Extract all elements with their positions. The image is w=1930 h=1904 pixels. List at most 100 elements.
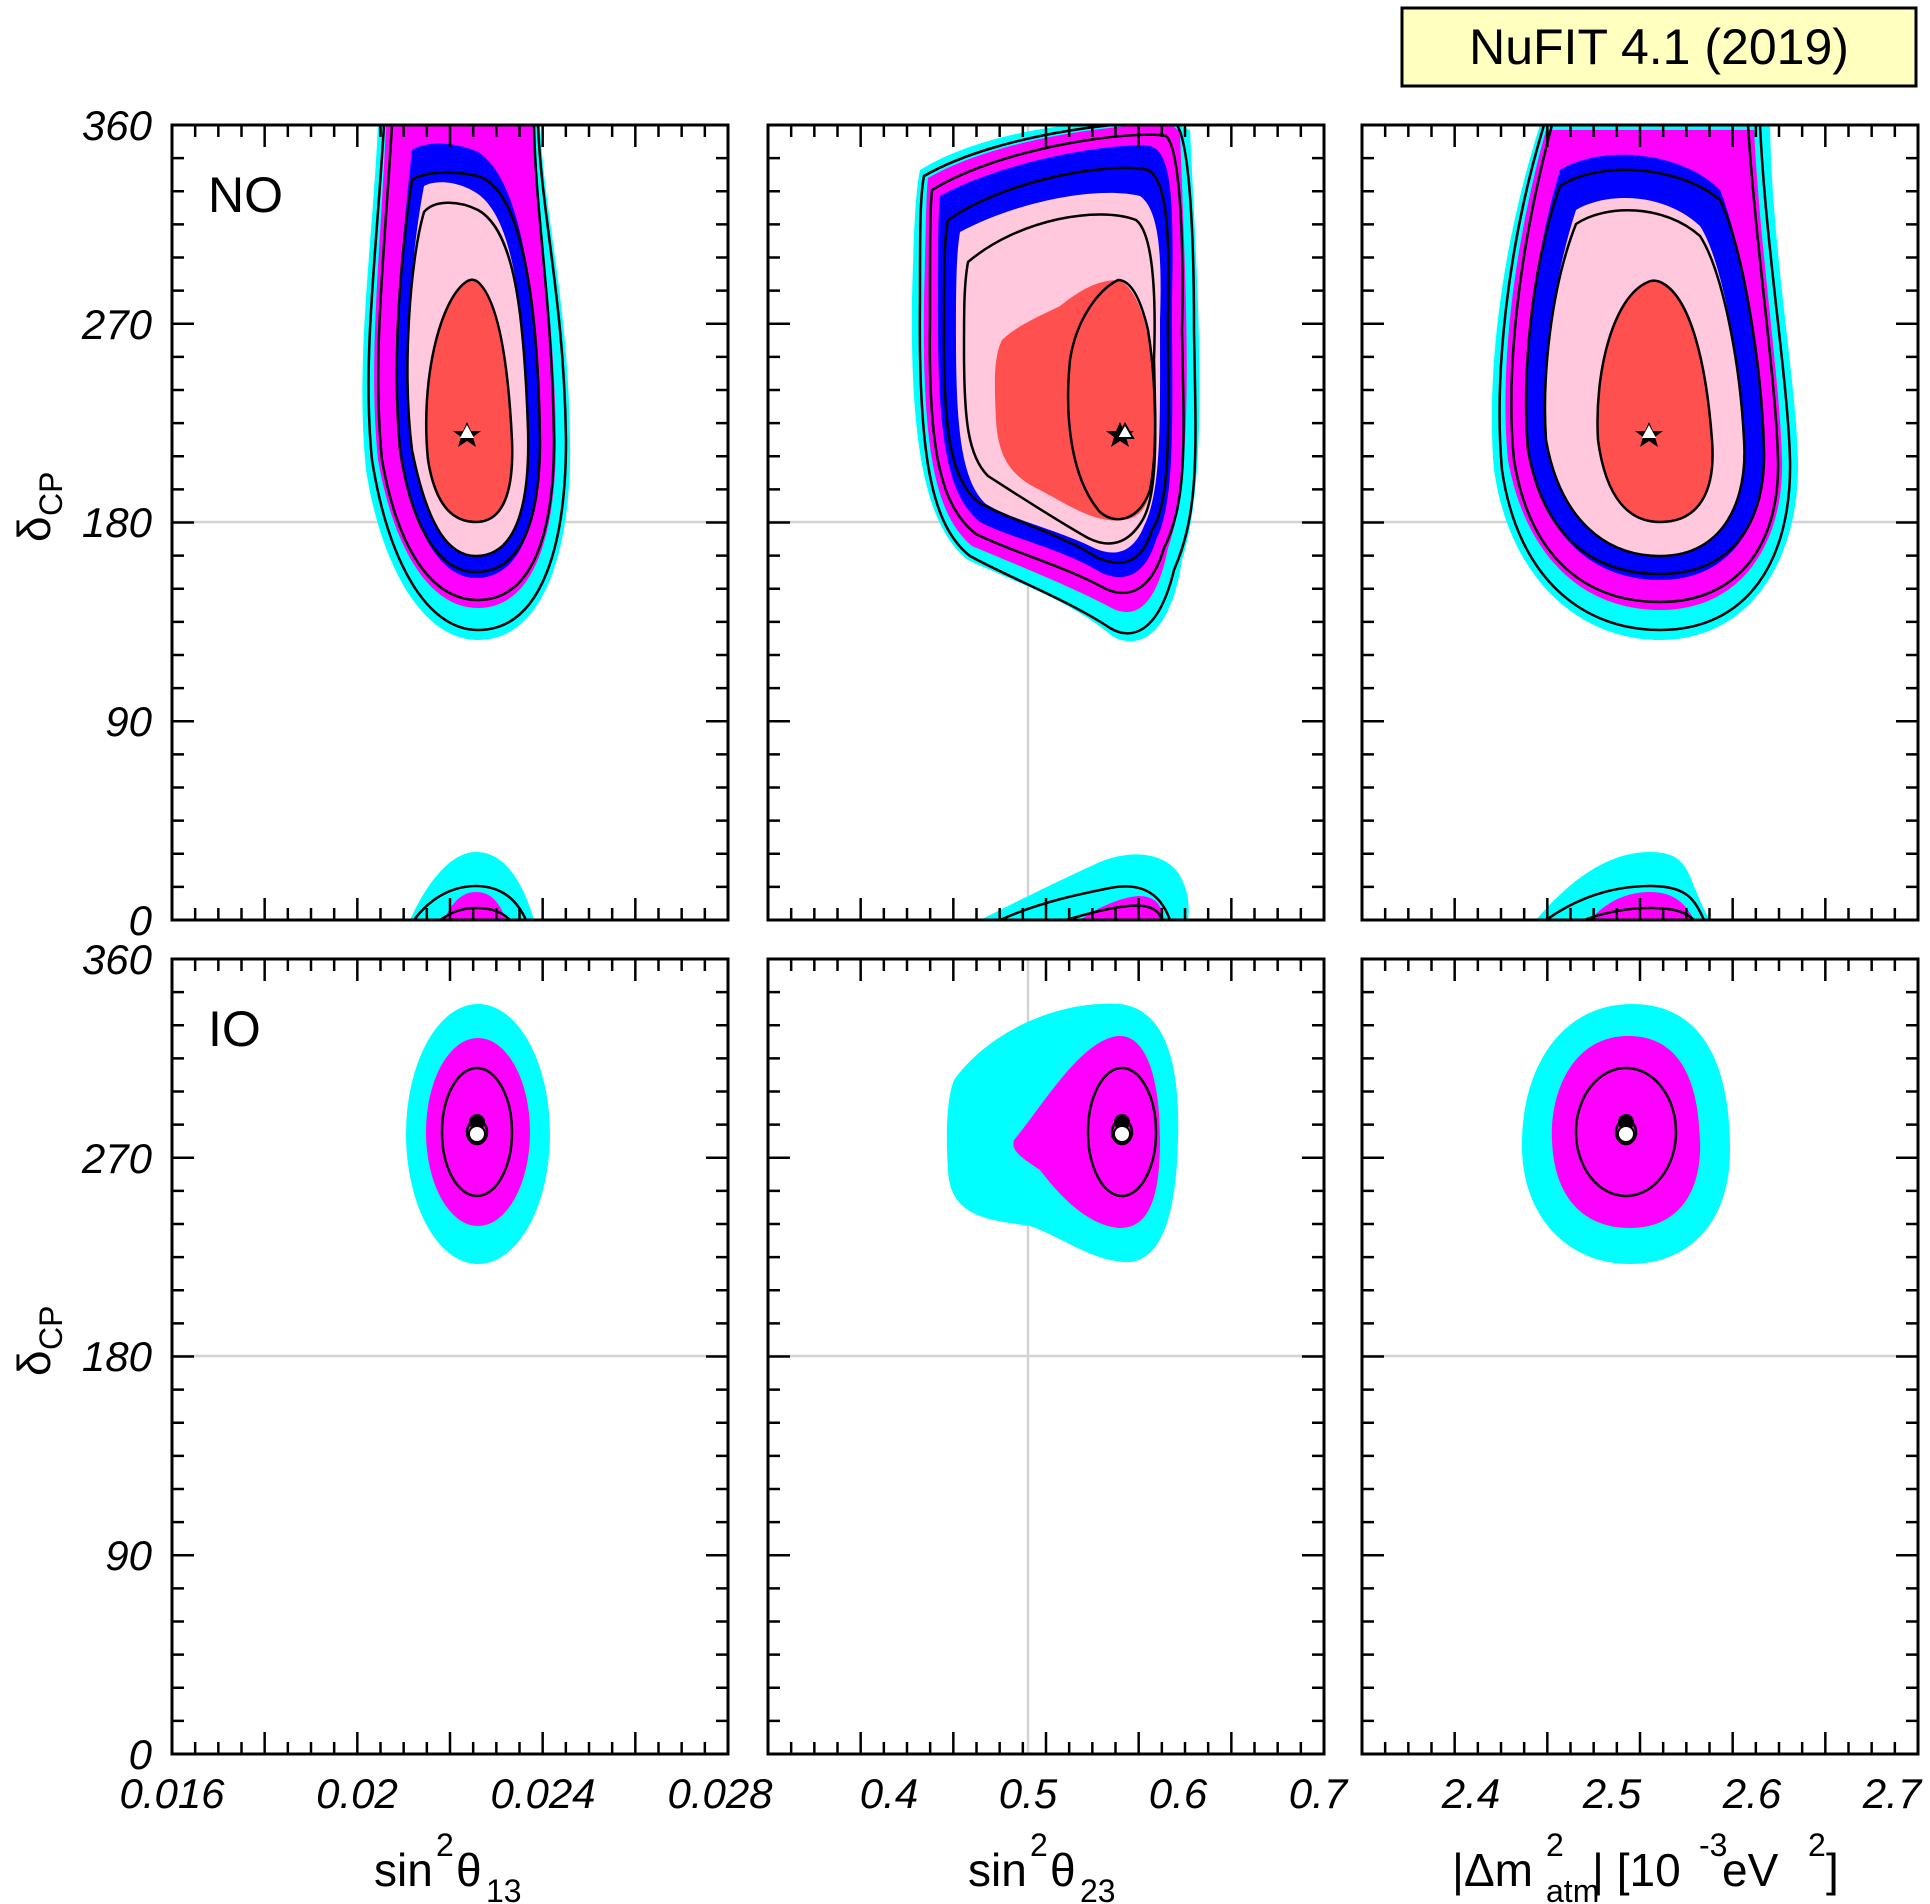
- x-tick-labels-t23: 0.4 0.5 0.6 0.7: [860, 1770, 1349, 1817]
- x-axis-title-t23: sin 2 θ 23: [968, 1827, 1116, 1904]
- best-fit-triangle: [1115, 421, 1135, 439]
- best-fit-dot-white: [468, 1125, 486, 1143]
- contour-line: [1596, 279, 1714, 524]
- nufit-badge: NuFIT 4.1 (2019): [1400, 6, 1918, 88]
- contour-line: [1583, 906, 1695, 920]
- x-tick-labels-t13: 0.016 0.02 0.024 0.028: [119, 1770, 773, 1817]
- badge-text: NuFIT 4.1 (2019): [1469, 19, 1849, 75]
- x-axis-title-sub: 23: [1080, 1873, 1116, 1904]
- region-1sigma: [994, 280, 1156, 521]
- x-tick-label: 0.02: [316, 1770, 398, 1817]
- contour-line: [1066, 278, 1157, 521]
- region-4sigma: [1013, 1035, 1160, 1228]
- x-axis-title-part: | [10: [1592, 1844, 1681, 1896]
- badge-box: [1400, 6, 1918, 88]
- panel-io-t13-regions: [172, 1004, 728, 1358]
- x-tick-label: 0.5: [999, 1770, 1058, 1817]
- panel-no-t23-regions: [768, 125, 1324, 920]
- y-axis-title-bottom: δ CP: [8, 1306, 69, 1376]
- panel-no-dm-regions: [1362, 125, 1918, 920]
- x-tick-label: 0.4: [860, 1770, 918, 1817]
- region-4sigma-low: [444, 892, 506, 920]
- x-axis-title-part: ]: [1826, 1844, 1839, 1896]
- panel-label-io: IO: [208, 1001, 261, 1057]
- contour-line: [999, 885, 1172, 920]
- contour-line: [376, 125, 556, 602]
- x-axis-title-dm: |Δm 2 atm | [10 -3 eV 2 ]: [1452, 1827, 1839, 1904]
- panel-io-dm-regions: [1362, 1004, 1918, 1358]
- tick-marks: [170, 123, 1920, 1756]
- x-tick-label: 2.5: [1582, 1770, 1642, 1817]
- x-axis-title-exp: -3: [1699, 1827, 1727, 1863]
- contour-line: [440, 1066, 514, 1198]
- y-tick-label: 360: [82, 936, 153, 983]
- x-tick-label: 0.028: [667, 1770, 773, 1817]
- x-axis-title-part: eV: [1722, 1844, 1779, 1896]
- x-axis-title-sup: 2: [1030, 1827, 1048, 1863]
- x-axis-title-sup: 2: [436, 1827, 454, 1863]
- panel-io-t23-regions: [768, 959, 1324, 1754]
- x-tick-label: 0.7: [1289, 1770, 1349, 1817]
- contour-line: [1086, 1066, 1158, 1198]
- y-tick-label: 270: [81, 301, 153, 348]
- y-tick-label: 90: [105, 698, 152, 745]
- best-fit-triangle: [460, 425, 474, 438]
- contour-line: [395, 171, 542, 574]
- x-axis-title-part: |Δm: [1452, 1844, 1533, 1896]
- contour-line: [928, 133, 1185, 595]
- x-axis-title-t13: sin 2 θ 13: [374, 1827, 522, 1904]
- y-tick-label: 180: [82, 1333, 153, 1380]
- x-axis-title-theta: θ: [1050, 1844, 1076, 1896]
- contour-line: [413, 884, 528, 920]
- x-axis-title-theta: θ: [456, 1844, 482, 1896]
- y-axis-title-top: δ CP: [8, 472, 69, 542]
- x-tick-label: 0.6: [1149, 1770, 1208, 1817]
- x-tick-label: 2.4: [1441, 1770, 1500, 1817]
- x-tick-label: 0.024: [490, 1770, 595, 1817]
- best-fit-marker: [1106, 421, 1135, 447]
- y-tick-labels-bottom: 360 270 180 90 0: [81, 936, 153, 1778]
- best-fit-marker: [1635, 422, 1663, 447]
- y-tick-label: 360: [82, 102, 153, 149]
- y-tick-labels-top: 360 270 180 90 0: [81, 102, 153, 944]
- contour-line: [1543, 209, 1746, 558]
- contour-line: [424, 278, 514, 524]
- best-fit-triangle: [1642, 425, 1656, 438]
- panel-no-t13-regions: [172, 125, 728, 920]
- y-axis-title-sub: CP: [33, 472, 69, 516]
- best-fit-dot-white: [1617, 1125, 1635, 1143]
- y-axis-title-main: δ: [8, 1350, 60, 1376]
- y-axis-title-sub: CP: [33, 1306, 69, 1350]
- region-1sigma: [426, 279, 513, 522]
- contour-line: [918, 125, 1197, 635]
- best-fit-dot-white: [1113, 1125, 1131, 1143]
- contour-line: [406, 201, 530, 558]
- x-axis-title-sub: atm: [1546, 1873, 1599, 1904]
- contour-line: [962, 213, 1157, 545]
- y-tick-label: 90: [105, 1532, 152, 1579]
- contour-line: [1498, 125, 1792, 632]
- region-1sigma: [1597, 280, 1713, 522]
- y-tick-label: 0: [129, 897, 153, 944]
- contour-line: [1574, 1066, 1678, 1198]
- contour-line: [942, 166, 1170, 564]
- y-tick-label: 180: [82, 499, 153, 546]
- best-fit-marker: [453, 422, 481, 447]
- x-tick-labels-dm: 2.4 2.5 2.6 2.7: [1441, 1770, 1923, 1817]
- x-axis-title-main: sin: [374, 1844, 433, 1896]
- contour-line: [1545, 884, 1706, 920]
- x-axis-title-sub: 13: [486, 1873, 522, 1904]
- panel-label-no: NO: [208, 167, 283, 223]
- contour-line: [1524, 168, 1766, 576]
- x-tick-label: 0.016: [119, 1770, 225, 1817]
- x-axis-title-main: sin: [968, 1844, 1027, 1896]
- contour-line: [367, 125, 568, 632]
- x-tick-label: 2.6: [1722, 1770, 1782, 1817]
- y-tick-label: 0: [129, 1731, 153, 1778]
- y-axis-title-main: δ: [8, 516, 60, 542]
- x-tick-label: 2.7: [1862, 1770, 1923, 1817]
- x-axis-title-sup: 2: [1546, 1827, 1564, 1863]
- contour-line: [1510, 125, 1780, 604]
